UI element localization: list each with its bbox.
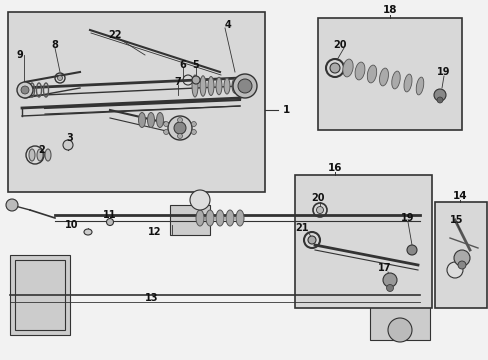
Ellipse shape bbox=[231, 79, 238, 93]
Ellipse shape bbox=[216, 210, 224, 226]
Text: 18: 18 bbox=[382, 5, 396, 15]
Circle shape bbox=[232, 74, 257, 98]
Circle shape bbox=[436, 97, 442, 103]
Text: 8: 8 bbox=[51, 40, 59, 50]
Text: 9: 9 bbox=[17, 50, 23, 60]
Circle shape bbox=[453, 250, 469, 266]
Circle shape bbox=[63, 140, 73, 150]
Ellipse shape bbox=[196, 210, 203, 226]
Text: 19: 19 bbox=[401, 213, 414, 223]
Ellipse shape bbox=[147, 112, 154, 127]
Circle shape bbox=[163, 122, 168, 126]
Ellipse shape bbox=[205, 210, 214, 226]
Text: 20: 20 bbox=[332, 40, 346, 50]
Ellipse shape bbox=[216, 77, 222, 95]
Circle shape bbox=[177, 117, 182, 122]
Bar bbox=[369, 255, 429, 340]
Text: 13: 13 bbox=[145, 293, 159, 303]
Ellipse shape bbox=[106, 219, 113, 225]
Ellipse shape bbox=[415, 77, 423, 95]
Text: 15: 15 bbox=[449, 215, 463, 225]
Circle shape bbox=[17, 82, 33, 98]
Ellipse shape bbox=[236, 210, 244, 226]
Circle shape bbox=[386, 284, 393, 292]
Text: 1: 1 bbox=[283, 105, 290, 115]
Ellipse shape bbox=[391, 71, 399, 89]
Text: 7: 7 bbox=[174, 77, 181, 87]
Ellipse shape bbox=[379, 68, 387, 86]
Circle shape bbox=[168, 116, 192, 140]
Circle shape bbox=[307, 236, 315, 244]
Circle shape bbox=[21, 86, 29, 94]
Ellipse shape bbox=[29, 149, 35, 161]
Bar bbox=[170, 205, 209, 235]
Text: 14: 14 bbox=[452, 191, 467, 201]
Ellipse shape bbox=[225, 210, 234, 226]
Ellipse shape bbox=[84, 229, 92, 235]
Ellipse shape bbox=[342, 59, 352, 77]
Text: 11: 11 bbox=[103, 210, 117, 220]
Bar bbox=[294, 175, 431, 308]
Text: 12: 12 bbox=[148, 227, 162, 237]
Circle shape bbox=[177, 134, 182, 139]
Circle shape bbox=[457, 261, 465, 269]
Circle shape bbox=[58, 76, 62, 81]
Ellipse shape bbox=[192, 75, 198, 97]
Bar bbox=[434, 202, 486, 308]
Polygon shape bbox=[15, 260, 65, 330]
Ellipse shape bbox=[45, 149, 51, 161]
Circle shape bbox=[174, 122, 185, 134]
Circle shape bbox=[406, 245, 416, 255]
Circle shape bbox=[192, 76, 200, 84]
Ellipse shape bbox=[156, 112, 163, 127]
Circle shape bbox=[387, 318, 411, 342]
Ellipse shape bbox=[138, 112, 145, 127]
Ellipse shape bbox=[37, 149, 43, 161]
Ellipse shape bbox=[354, 62, 364, 80]
Ellipse shape bbox=[200, 76, 205, 96]
Text: 19: 19 bbox=[436, 67, 450, 77]
Text: 16: 16 bbox=[327, 163, 342, 173]
Circle shape bbox=[238, 79, 251, 93]
Polygon shape bbox=[10, 255, 70, 335]
Circle shape bbox=[316, 207, 323, 213]
Text: 3: 3 bbox=[66, 133, 73, 143]
Text: 17: 17 bbox=[378, 263, 391, 273]
Circle shape bbox=[6, 199, 18, 211]
Circle shape bbox=[446, 262, 462, 278]
Circle shape bbox=[191, 130, 196, 135]
Ellipse shape bbox=[403, 74, 411, 92]
Circle shape bbox=[191, 122, 196, 126]
Text: 5: 5 bbox=[192, 60, 199, 70]
Circle shape bbox=[190, 190, 209, 210]
Text: 21: 21 bbox=[295, 223, 308, 233]
Text: 6: 6 bbox=[179, 60, 186, 70]
Ellipse shape bbox=[224, 78, 229, 94]
Ellipse shape bbox=[240, 80, 245, 93]
Text: 4: 4 bbox=[224, 20, 231, 30]
Circle shape bbox=[329, 63, 339, 73]
Text: 20: 20 bbox=[311, 193, 324, 203]
Text: 2: 2 bbox=[39, 145, 45, 155]
Ellipse shape bbox=[207, 77, 214, 95]
Bar bbox=[317, 18, 461, 130]
Bar bbox=[8, 12, 264, 192]
Text: 22: 22 bbox=[108, 30, 122, 40]
Circle shape bbox=[433, 89, 445, 101]
Circle shape bbox=[382, 273, 396, 287]
Circle shape bbox=[163, 130, 168, 135]
Text: 10: 10 bbox=[65, 220, 79, 230]
Ellipse shape bbox=[366, 65, 376, 83]
